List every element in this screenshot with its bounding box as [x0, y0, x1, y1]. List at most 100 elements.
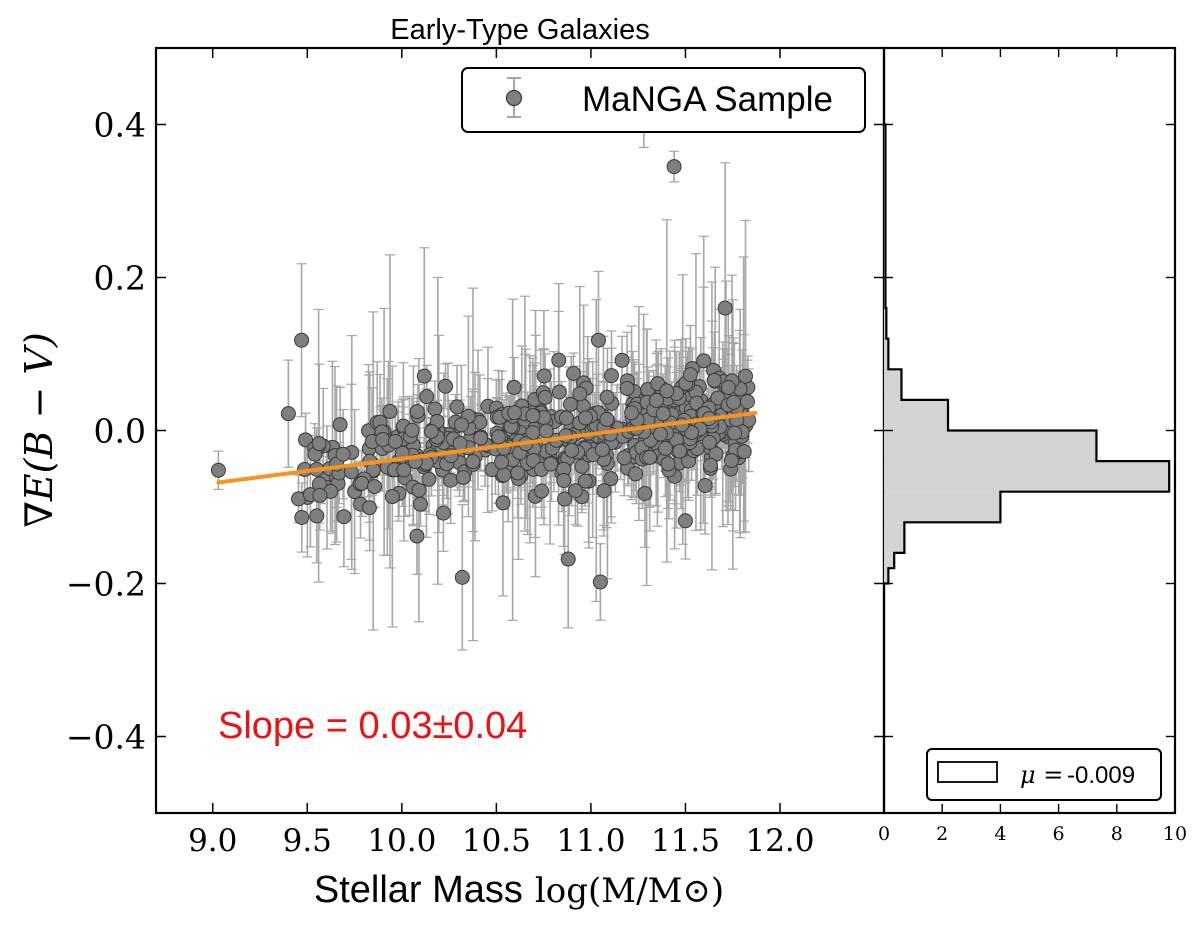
data-point: [534, 483, 550, 499]
fit-line-layer: [216, 410, 758, 485]
x-axis-label: Stellar Mass log(M/M⊙): [314, 869, 724, 911]
data-point: [603, 368, 619, 384]
data-point: [557, 491, 573, 507]
data-point: [642, 449, 658, 465]
data-point: [361, 500, 377, 516]
data-point: [590, 332, 606, 348]
data-point: [453, 417, 469, 433]
x-tick-label: 10.0: [367, 823, 436, 859]
data-point: [495, 495, 511, 511]
hist-bar: [884, 430, 1097, 462]
data-point: [465, 454, 481, 470]
x-tick-label: 11.5: [651, 823, 720, 859]
y-axis-label: ∇E(B − V): [17, 332, 61, 527]
data-point: [375, 431, 391, 447]
ticks-layer: 9.0 9.5 10.0 10.5 11.0 11.5 12.0 0.4 0.2 0.0 −0.2 −…: [66, 48, 884, 859]
data-point: [387, 433, 403, 449]
error-bars-layer: [213, 100, 754, 651]
data-point: [697, 478, 713, 494]
data-point: [537, 389, 553, 405]
data-point: [454, 569, 470, 585]
data-point: [404, 422, 420, 438]
data-point: [649, 392, 665, 408]
hist-bar: [884, 552, 895, 569]
data-points-layer: [210, 117, 757, 590]
y-tick-label: −0.2: [66, 565, 146, 604]
data-point: [280, 406, 296, 422]
data-point: [438, 378, 454, 394]
hist-bar: [884, 338, 889, 370]
y-tick-label: 0.0: [94, 412, 146, 451]
data-point: [710, 390, 726, 406]
data-point: [717, 300, 733, 316]
data-point: [449, 399, 465, 415]
data-point: [536, 368, 552, 384]
data-point: [496, 467, 512, 483]
data-point: [619, 380, 635, 396]
data-point: [703, 457, 719, 473]
data-point: [309, 508, 325, 524]
data-point: [384, 489, 400, 505]
data-point: [473, 430, 489, 446]
data-point: [666, 159, 682, 175]
x-tick-label: 10.5: [462, 823, 531, 859]
hist-bar: [884, 522, 905, 553]
data-point: [421, 471, 437, 487]
data-point: [672, 443, 688, 459]
hist-bar: [884, 308, 887, 339]
data-point: [294, 332, 310, 348]
hist-bar: [884, 568, 889, 584]
data-point: [412, 496, 428, 512]
data-point: [652, 426, 668, 442]
data-point: [682, 367, 698, 383]
main-legend-box: [461, 67, 866, 133]
hist-x-tick-label: 8: [1111, 823, 1123, 845]
x-tick-label: 12.0: [745, 823, 814, 859]
data-point: [739, 394, 755, 410]
data-point: [409, 528, 425, 544]
data-point: [603, 471, 619, 487]
data-point: [684, 425, 700, 441]
data-point: [574, 458, 590, 474]
legend-label: MaNGA Sample: [582, 80, 833, 119]
hist-legend-mu-symbol: μ =: [1020, 761, 1063, 789]
data-point: [510, 465, 526, 481]
data-point: [491, 429, 507, 445]
data-point: [655, 406, 671, 422]
data-point: [572, 386, 588, 402]
histogram-layer: 0 2 4 6 8 10: [878, 48, 1187, 845]
data-point: [382, 403, 398, 419]
data-point: [312, 487, 328, 503]
data-point: [599, 411, 615, 427]
data-point: [565, 365, 581, 381]
data-point: [543, 456, 559, 472]
data-point: [556, 472, 572, 488]
data-point: [455, 469, 471, 485]
legend-marker-icon: [505, 89, 523, 107]
data-point: [596, 483, 612, 499]
y-tick-label: −0.4: [66, 718, 146, 757]
data-point: [506, 379, 522, 395]
y-tick-label: 0.4: [94, 106, 146, 145]
data-point: [452, 435, 468, 451]
chart-title: Early-Type Galaxies: [390, 14, 650, 46]
data-point: [411, 482, 427, 498]
data-point: [737, 368, 753, 384]
data-point: [427, 401, 443, 417]
data-point: [736, 444, 752, 460]
data-point: [706, 372, 722, 388]
data-point: [507, 405, 523, 421]
data-point: [564, 442, 580, 458]
data-point: [614, 352, 630, 368]
data-point: [366, 479, 382, 495]
data-point: [720, 379, 736, 395]
data-point: [725, 394, 741, 410]
data-point: [628, 466, 644, 482]
data-point: [660, 456, 676, 472]
data-point: [578, 410, 594, 426]
data-point: [311, 436, 327, 452]
data-point: [558, 410, 574, 426]
data-point: [294, 510, 310, 526]
fit-line: [216, 410, 758, 485]
